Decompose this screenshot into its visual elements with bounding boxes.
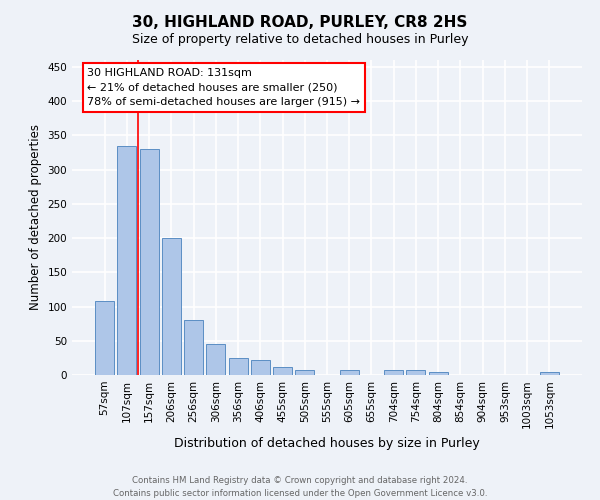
Text: 30 HIGHLAND ROAD: 131sqm
← 21% of detached houses are smaller (250)
78% of semi-: 30 HIGHLAND ROAD: 131sqm ← 21% of detach…	[88, 68, 360, 108]
X-axis label: Distribution of detached houses by size in Purley: Distribution of detached houses by size …	[174, 437, 480, 450]
Bar	[273, 368, 292, 375]
Bar	[162, 238, 181, 375]
Bar	[251, 360, 270, 375]
Text: Contains HM Land Registry data © Crown copyright and database right 2024.
Contai: Contains HM Land Registry data © Crown c…	[113, 476, 487, 498]
Bar	[340, 370, 359, 375]
Bar	[118, 146, 136, 375]
Bar	[206, 344, 225, 375]
Bar	[295, 370, 314, 375]
Y-axis label: Number of detached properties: Number of detached properties	[29, 124, 42, 310]
Text: Size of property relative to detached houses in Purley: Size of property relative to detached ho…	[132, 32, 468, 46]
Bar	[384, 370, 403, 375]
Bar	[95, 301, 114, 375]
Bar	[406, 370, 425, 375]
Bar	[229, 358, 248, 375]
Bar	[429, 372, 448, 375]
Bar	[184, 320, 203, 375]
Bar	[540, 372, 559, 375]
Text: 30, HIGHLAND ROAD, PURLEY, CR8 2HS: 30, HIGHLAND ROAD, PURLEY, CR8 2HS	[133, 15, 467, 30]
Bar	[140, 149, 158, 375]
